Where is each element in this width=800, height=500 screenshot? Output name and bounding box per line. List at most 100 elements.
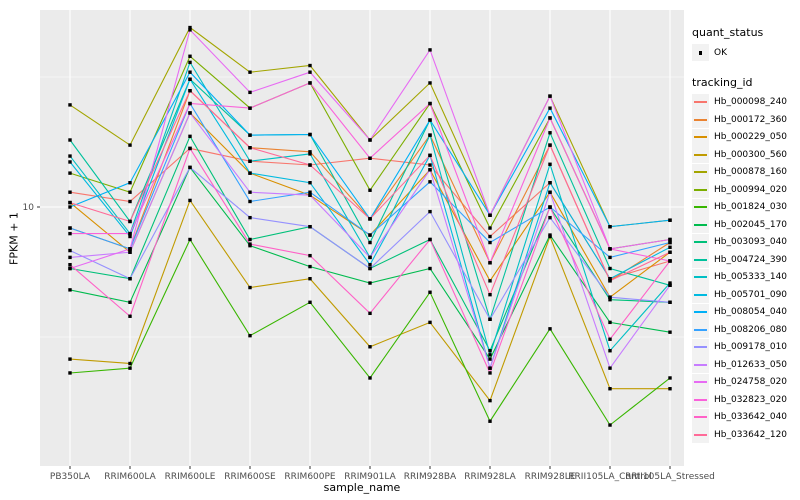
- legend-item-label: Hb_033642_040: [714, 412, 788, 423]
- data-point: [248, 285, 252, 290]
- legend-line-icon: [694, 258, 707, 261]
- legend-item-Hb_032823_020: Hb_032823_020: [692, 391, 798, 409]
- x-tick-label: RRIM928LA: [464, 472, 516, 482]
- data-point: [128, 250, 132, 254]
- legend-item-Hb_024758_020: Hb_024758_020: [692, 373, 798, 392]
- data-point: [308, 152, 312, 156]
- legend-line-icon: [694, 276, 707, 279]
- data-point: [68, 266, 72, 271]
- legend-item-Hb_005701_090: Hb_005701_090: [692, 286, 798, 304]
- data-point: [668, 300, 672, 304]
- legend-line-icon: [694, 328, 707, 331]
- legend-key-swatch: [692, 391, 709, 409]
- x-tick-label: RRII105LA_Control: [568, 472, 651, 482]
- data-point: [248, 133, 252, 137]
- data-point: [188, 89, 192, 93]
- legend-line-icon: [694, 188, 707, 191]
- data-point: [308, 190, 312, 194]
- legend-line-icon: [694, 433, 707, 436]
- data-point: [548, 143, 552, 147]
- data-point: [308, 132, 312, 137]
- legend-item-Hb_033642_040: Hb_033642_040: [692, 408, 798, 427]
- data-point: [128, 276, 132, 281]
- legend-line-icon: [694, 171, 707, 174]
- legend-item-Hb_033642_120: Hb_033642_120: [692, 426, 798, 444]
- data-point: [608, 279, 612, 283]
- legend-line-icon: [694, 136, 707, 139]
- data-point: [428, 168, 432, 172]
- data-point: [608, 423, 612, 427]
- data-point: [128, 314, 132, 318]
- legend-item-label: Hb_024758_020: [714, 377, 788, 388]
- data-point: [128, 199, 132, 204]
- legend-item-Hb_008206_080: Hb_008206_080: [692, 321, 798, 339]
- data-point: [188, 70, 192, 74]
- data-point: [308, 81, 312, 85]
- x-tick-label: RRIM600LA: [104, 472, 156, 482]
- legend-item-label: Hb_033642_120: [714, 429, 788, 440]
- data-point: [128, 181, 132, 185]
- data-point: [488, 398, 492, 403]
- legend-line-icon: [694, 346, 707, 349]
- y-tick-label: 10: [23, 203, 35, 213]
- data-point: [68, 200, 72, 205]
- data-point: [188, 198, 192, 203]
- legend-item-label: Hb_005701_090: [714, 289, 788, 300]
- data-point: [608, 247, 612, 251]
- data-point: [548, 181, 552, 185]
- data-point: [68, 171, 72, 175]
- legend-key-swatch: [692, 93, 709, 111]
- legend-item-Hb_008054_040: Hb_008054_040: [692, 303, 798, 322]
- legend: quant_status OK tracking_id Hb_000098_24…: [692, 26, 798, 444]
- data-point: [428, 209, 432, 214]
- data-point: [308, 264, 312, 269]
- data-point: [308, 181, 312, 185]
- data-point: [548, 327, 552, 331]
- legend-quant-status-title: quant_status: [692, 26, 764, 39]
- legend-key-swatch: [692, 146, 709, 164]
- data-point: [188, 101, 192, 106]
- data-point: [668, 237, 672, 242]
- x-tick-label: RRIM600PE: [284, 472, 336, 482]
- data-point: [608, 276, 612, 281]
- data-point: [428, 153, 432, 158]
- data-point: [128, 190, 132, 194]
- data-point: [548, 233, 552, 237]
- data-point: [68, 288, 72, 292]
- legend-key-swatch: [692, 321, 709, 339]
- data-point: [488, 371, 492, 375]
- data-point: [488, 366, 492, 370]
- legend-item-Hb_000229_050: Hb_000229_050: [692, 128, 798, 147]
- data-point: [68, 248, 72, 253]
- legend-item-label: Hb_003093_040: [714, 237, 788, 248]
- data-point: [488, 292, 492, 297]
- legend-item-Hb_002045_170: Hb_002045_170: [692, 216, 798, 234]
- x-tick-label: RRIM901LA: [344, 472, 396, 482]
- legend-item-label: Hb_008054_040: [714, 307, 788, 318]
- data-point: [128, 234, 132, 239]
- legend-key-swatch: [692, 181, 709, 199]
- data-point: [248, 237, 252, 242]
- legend-key-swatch: [692, 338, 709, 356]
- data-point: [488, 279, 492, 283]
- data-point: [68, 357, 72, 361]
- data-point: [608, 255, 612, 260]
- data-point: [68, 160, 72, 164]
- data-point: [68, 262, 72, 267]
- data-point: [488, 317, 492, 321]
- legend-key-swatch: [692, 163, 709, 181]
- data-point: [248, 70, 252, 74]
- y-axis-title: FPKM + 1: [7, 212, 21, 265]
- data-point: [608, 295, 612, 299]
- data-point: [68, 138, 72, 142]
- data-point: [308, 253, 312, 258]
- legend-item-Hb_004724_390: Hb_004724_390: [692, 251, 798, 269]
- data-point: [428, 101, 432, 106]
- data-point: [488, 213, 492, 217]
- data-point: [188, 111, 192, 115]
- data-point: [428, 180, 432, 184]
- legend-item-Hb_000098_240: Hb_000098_240: [692, 93, 798, 112]
- data-point: [428, 163, 432, 167]
- data-point: [668, 283, 672, 287]
